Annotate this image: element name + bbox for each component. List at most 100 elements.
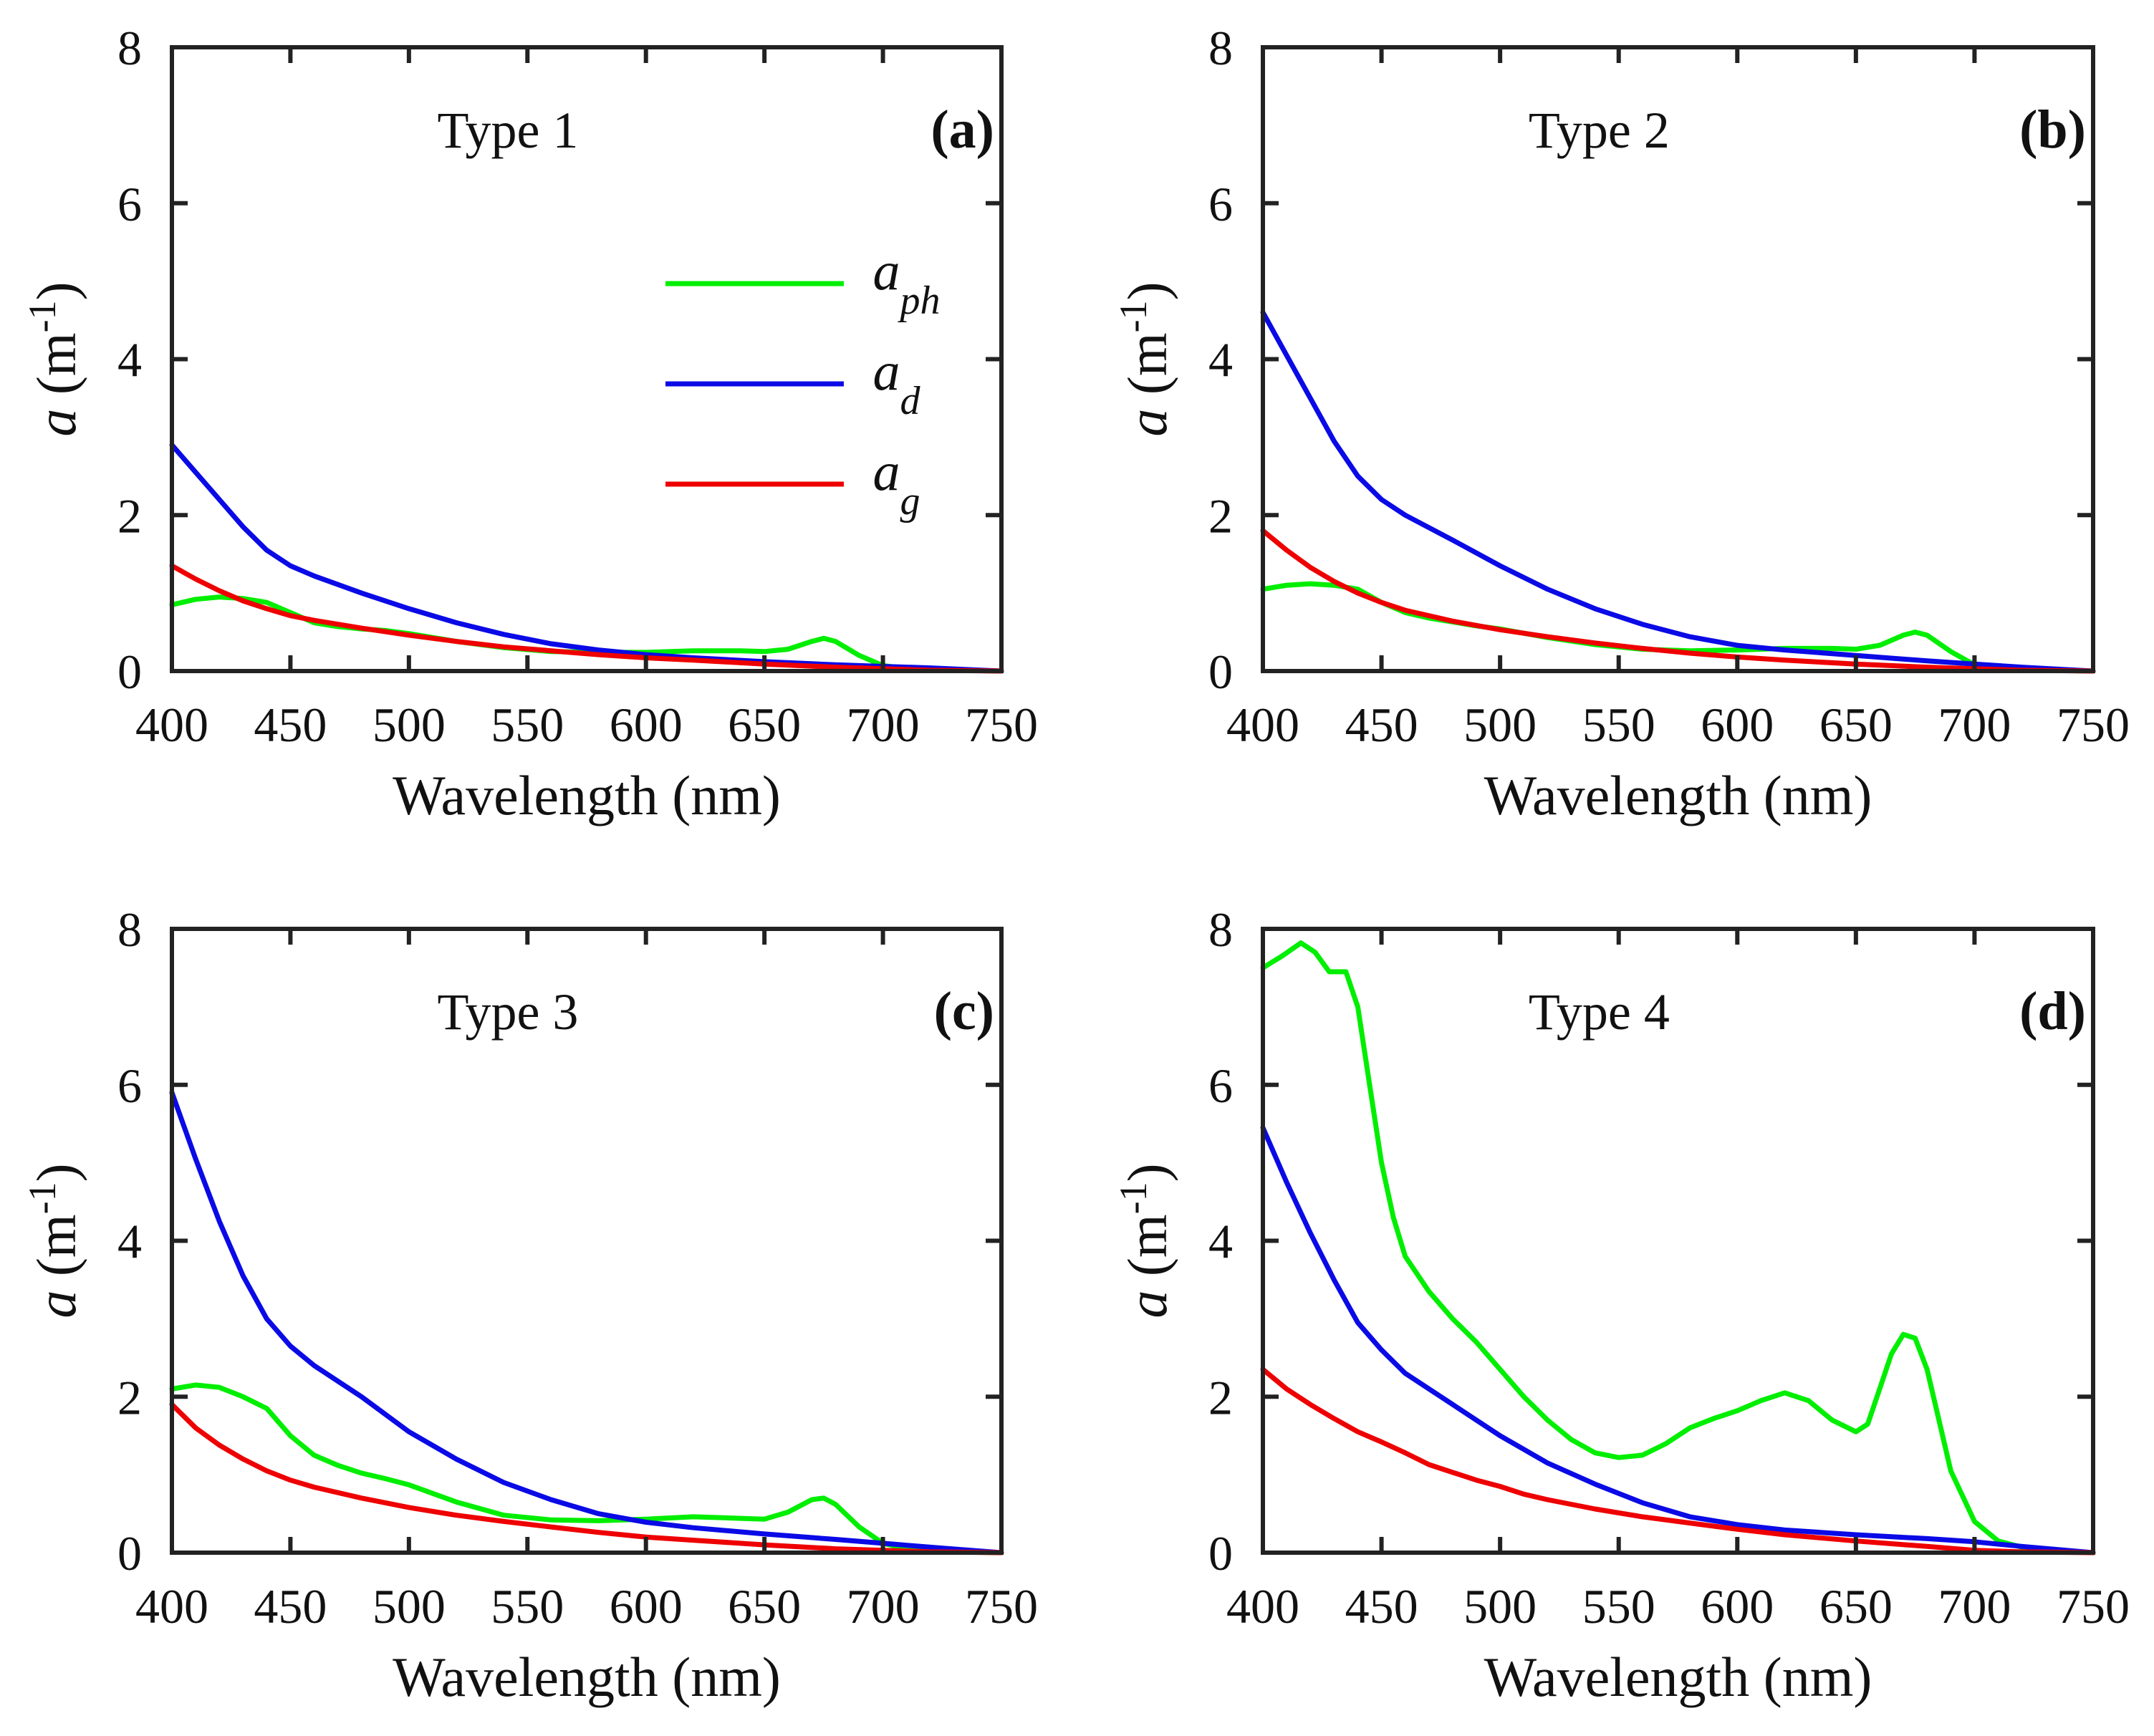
legend-label-ag: ag (873, 442, 920, 524)
y-axis-label: a (m-1) (1112, 281, 1178, 436)
x-tick-label: 750 (2057, 698, 2130, 752)
y-tick-label: 6 (1208, 177, 1233, 231)
panel-title: Type 2 (1529, 102, 1670, 159)
y-axis-label-exp: -1 (1112, 300, 1155, 332)
y-axis-label-close: ) (25, 1163, 87, 1182)
series-line-aph (1260, 940, 2096, 1556)
y-axis-label-exp: -1 (21, 1182, 64, 1214)
y-tick-label: 0 (1208, 645, 1233, 699)
y-tick-label: 8 (1208, 902, 1233, 957)
y-tick-label: 0 (117, 1526, 142, 1581)
panel-title: Type 1 (438, 102, 579, 159)
panel-title: Type 3 (438, 983, 579, 1041)
series-line-ag (1260, 1366, 2096, 1556)
y-axis-label-unit: (m (25, 332, 87, 408)
x-tick-label: 600 (1701, 1579, 1774, 1634)
panel-tag: (a) (931, 100, 994, 160)
y-axis-label: a (m-1) (1112, 1163, 1178, 1318)
y-axis-label-var: a (25, 409, 87, 437)
chart-panel-2: 400 450 500 550 600 650 700 750 0 2 4 6 8 Wavelength … (1112, 21, 2130, 826)
panel-title: Type 4 (1529, 983, 1670, 1041)
y-tick-label: 6 (117, 1059, 142, 1113)
x-tick-label: 650 (728, 698, 801, 752)
y-axis-label-close: ) (25, 281, 87, 300)
series-line-ad (1260, 1125, 2096, 1556)
legend-label-ad: ad (873, 342, 921, 423)
y-axis-label-unit: (m (1116, 1214, 1178, 1290)
x-axis-label: Wavelength (nm) (393, 764, 781, 826)
series-line-aph (169, 1382, 1004, 1556)
y-tick-label: 6 (117, 177, 142, 231)
series-line-ad (1260, 309, 2096, 674)
x-tick-label: 500 (372, 698, 446, 752)
chart-panel-1: 400 450 500 550 600 650 700 750 0 2 4 6 8 Wavelength … (21, 21, 1038, 826)
y-axis-label-exp: -1 (21, 300, 64, 332)
x-tick-label: 400 (1226, 698, 1299, 752)
y-tick-label: 4 (117, 1215, 142, 1269)
series-line-aph (1260, 581, 2096, 674)
series-line-ad (169, 1090, 1004, 1556)
y-tick-label: 4 (1208, 1215, 1233, 1269)
x-tick-label: 450 (1345, 698, 1418, 752)
legend-label-base: a (873, 241, 900, 302)
x-tick-label: 750 (2057, 1579, 2130, 1634)
series-line-ag (169, 563, 1004, 674)
axes-frame (170, 927, 1004, 1555)
x-tick-label: 600 (1701, 698, 1774, 752)
y-tick-label: 0 (117, 645, 142, 699)
y-axis-label-close: ) (1116, 281, 1178, 300)
x-tick-label: 700 (847, 1579, 920, 1634)
y-axis-label: a (m-1) (21, 281, 87, 436)
legend-label-sub: d (900, 379, 921, 423)
x-tick-label: 650 (1819, 698, 1893, 752)
y-axis-label-var: a (25, 1291, 87, 1318)
x-tick-label: 400 (135, 698, 208, 752)
y-tick-label: 8 (117, 21, 142, 75)
y-tick-label: 8 (117, 902, 142, 957)
y-axis-label-exp: -1 (1112, 1182, 1155, 1214)
x-tick-label: 400 (135, 1579, 208, 1634)
y-tick-label: 2 (1208, 1370, 1233, 1424)
legend-label-sub: g (900, 479, 920, 524)
y-tick-label: 2 (117, 488, 142, 543)
x-tick-label: 550 (1582, 698, 1655, 752)
y-tick-label: 2 (117, 1370, 142, 1424)
x-tick-label: 700 (847, 698, 920, 752)
x-axis-label: Wavelength (nm) (1484, 764, 1872, 826)
chart-panel-3: 400 450 500 550 600 650 700 750 0 2 4 6 8 Wavelength … (21, 902, 1038, 1708)
panel-tag: (c) (934, 981, 994, 1041)
y-tick-label: 6 (1208, 1059, 1233, 1113)
x-tick-label: 500 (372, 1579, 446, 1634)
axes-frame (1261, 45, 2095, 673)
x-tick-label: 700 (1938, 1579, 2011, 1634)
axes-frame (1261, 927, 2095, 1555)
x-tick-label: 450 (254, 1579, 327, 1634)
y-axis-label-var: a (1116, 409, 1178, 437)
legend-label-base: a (873, 342, 900, 402)
y-tick-label: 2 (1208, 488, 1233, 543)
x-tick-label: 750 (965, 1579, 1038, 1634)
y-tick-label: 4 (117, 333, 142, 387)
x-tick-label: 550 (491, 1579, 564, 1634)
x-tick-label: 650 (1819, 1579, 1893, 1634)
x-tick-label: 450 (254, 698, 327, 752)
legend-label-aph: aph (873, 241, 941, 323)
x-tick-label: 600 (610, 698, 683, 752)
series-line-ag (169, 1402, 1004, 1556)
legend-label-base: a (873, 442, 900, 502)
legend-label-sub: ph (898, 279, 941, 323)
x-tick-label: 550 (1582, 1579, 1655, 1634)
x-axis-label: Wavelength (nm) (1484, 1646, 1872, 1708)
x-tick-label: 650 (728, 1579, 801, 1634)
panel-tag: (d) (2019, 981, 2086, 1041)
x-tick-label: 700 (1938, 698, 2011, 752)
chart-panel-4: 400 450 500 550 600 650 700 750 0 2 4 6 8 Wavelength … (1112, 902, 2130, 1708)
y-axis-label-var: a (1116, 1291, 1178, 1318)
y-axis-label-unit: (m (1116, 332, 1178, 408)
x-tick-label: 550 (491, 698, 564, 752)
x-tick-label: 600 (610, 1579, 683, 1634)
x-tick-label: 500 (1463, 1579, 1537, 1634)
y-axis-label-close: ) (1116, 1163, 1178, 1182)
x-tick-label: 400 (1226, 1579, 1299, 1634)
y-tick-label: 8 (1208, 21, 1233, 75)
